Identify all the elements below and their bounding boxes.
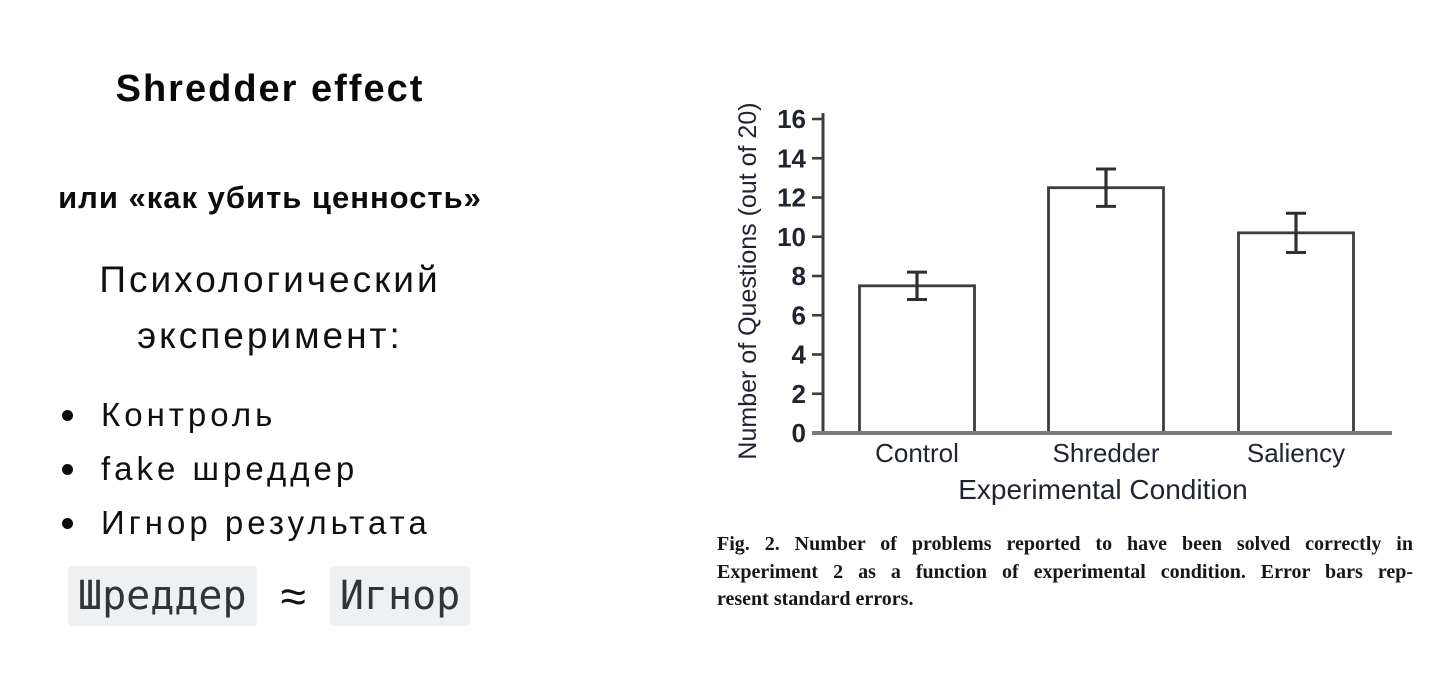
y-tick-label: 12: [777, 183, 806, 213]
list-item: Игнор результата: [62, 496, 532, 550]
y-tick-label: 14: [777, 143, 806, 173]
condition-bullet-list: Контроль fake шреддер Игнор результата: [62, 388, 532, 550]
approx-equal-sign: ≈: [280, 570, 306, 622]
bar-control: [858, 284, 976, 435]
y-tick-label: 8: [792, 261, 806, 291]
bar-shredder: [1047, 186, 1165, 435]
x-category-label: Shredder: [1053, 438, 1160, 468]
slide-subtitle: или «как убить ценность»: [58, 180, 482, 215]
y-tick-label: 0: [792, 418, 806, 448]
bar-chart: 0 2 4 6 8 10 12 14 16 Control Shredder Saliency Expe…: [734, 102, 1392, 505]
figure-caption-line: Experiment 2 as a function of experiment…: [717, 560, 1413, 583]
code-chip-shredder: Шреддер: [68, 566, 257, 626]
bullet-label: fake шреддер: [101, 450, 359, 487]
bullet-dot: [62, 517, 73, 529]
figure-caption: Fig. 2. Number of problems reported to h…: [717, 531, 1413, 614]
x-axis-title: Experimental Condition: [958, 474, 1248, 505]
figure-caption-line: resent standard errors.: [717, 588, 914, 610]
bullet-dot: [62, 463, 73, 475]
experiment-heading-line1: Психологический: [99, 259, 441, 300]
code-chip-ignore: Игнор: [329, 566, 471, 626]
experiment-heading-line2: эксперимент:: [137, 315, 403, 356]
equation-row: Шреддер ≈ Игнор: [68, 566, 471, 626]
y-axis-title: Number of Questions (out of 20): [734, 102, 762, 459]
bullet-label: Игнор результата: [101, 504, 431, 541]
y-tick-label: 2: [792, 379, 806, 409]
slide-title: Shredder effect: [115, 68, 425, 110]
x-category-label: Saliency: [1247, 438, 1345, 468]
left-text-column: Shredder effect или «как убить ценность»…: [0, 0, 540, 691]
figure-caption-line: Fig. 2. Number of problems reported to h…: [717, 533, 1413, 555]
experiment-heading: Психологический эксперимент:: [0, 252, 540, 364]
list-item: Контроль: [62, 388, 532, 442]
y-tick-label: 4: [792, 340, 807, 370]
bar-saliency: [1237, 231, 1355, 435]
bullet-dot: [62, 409, 73, 421]
y-tick-label: 6: [792, 300, 806, 330]
y-tick-label: 16: [777, 104, 806, 134]
y-tick-label: 10: [777, 222, 806, 252]
x-category-label: Control: [875, 438, 959, 468]
bullet-label: Контроль: [101, 396, 277, 433]
list-item: fake шреддер: [62, 442, 532, 496]
